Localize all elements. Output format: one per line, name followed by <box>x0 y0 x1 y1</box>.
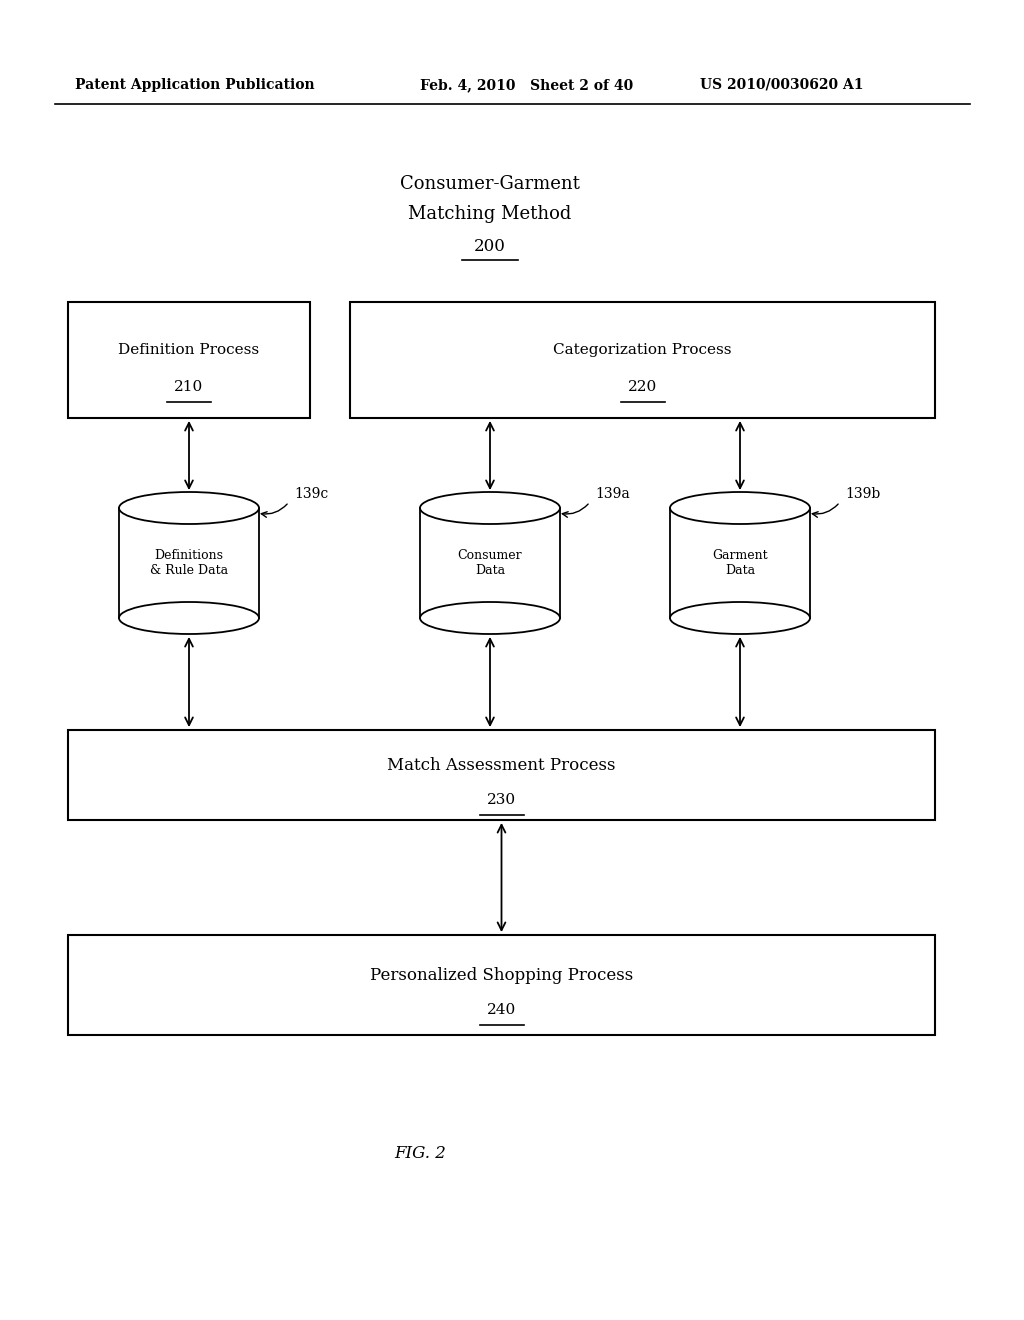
Bar <box>670 508 810 618</box>
Text: 139a: 139a <box>595 487 630 502</box>
Text: 139b: 139b <box>845 487 881 502</box>
Text: 230: 230 <box>487 793 516 807</box>
Bar <box>68 730 935 820</box>
Bar <box>420 508 560 618</box>
Text: 210: 210 <box>174 380 204 393</box>
Ellipse shape <box>119 492 259 524</box>
Bar <box>350 302 935 418</box>
Text: 220: 220 <box>628 380 657 393</box>
Text: Consumer-Garment: Consumer-Garment <box>400 176 580 193</box>
Text: Match Assessment Process: Match Assessment Process <box>387 756 615 774</box>
Text: 200: 200 <box>474 238 506 255</box>
Bar <box>119 508 259 618</box>
Ellipse shape <box>420 492 560 524</box>
Bar <box>68 302 310 418</box>
Text: Personalized Shopping Process: Personalized Shopping Process <box>370 966 633 983</box>
Ellipse shape <box>670 602 810 634</box>
Text: Categorization Process: Categorization Process <box>553 343 732 356</box>
Ellipse shape <box>670 492 810 524</box>
Text: Consumer
Data: Consumer Data <box>458 549 522 577</box>
Text: 139c: 139c <box>294 487 329 502</box>
Text: Definitions
& Rule Data: Definitions & Rule Data <box>150 549 228 577</box>
Text: FIG. 2: FIG. 2 <box>394 1144 445 1162</box>
Ellipse shape <box>119 602 259 634</box>
Text: Matching Method: Matching Method <box>409 205 571 223</box>
Ellipse shape <box>420 602 560 634</box>
Bar <box>68 935 935 1035</box>
Text: 240: 240 <box>486 1003 516 1016</box>
Text: Feb. 4, 2010   Sheet 2 of 40: Feb. 4, 2010 Sheet 2 of 40 <box>420 78 633 92</box>
Text: Garment
Data: Garment Data <box>712 549 768 577</box>
Text: US 2010/0030620 A1: US 2010/0030620 A1 <box>700 78 863 92</box>
Text: Definition Process: Definition Process <box>119 343 259 356</box>
Text: Patent Application Publication: Patent Application Publication <box>75 78 314 92</box>
